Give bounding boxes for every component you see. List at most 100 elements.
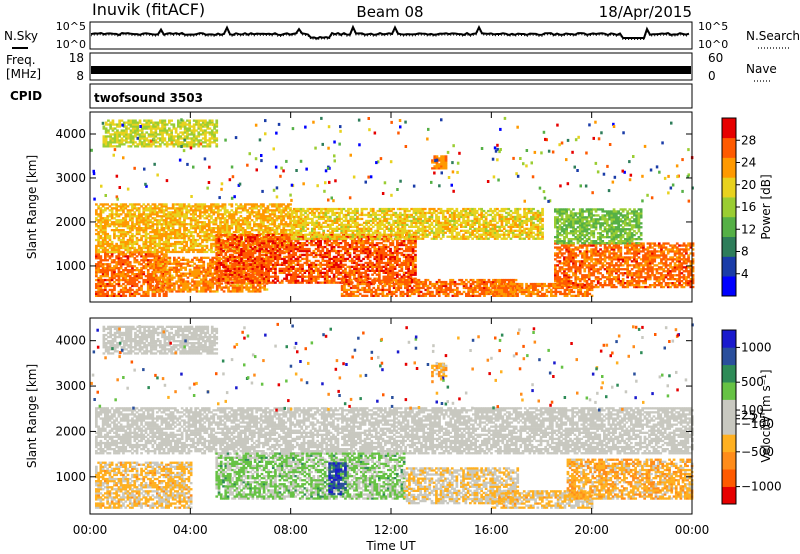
nsky-tick-top: 10^5 — [56, 20, 86, 33]
heatmap-cell — [149, 219, 152, 221]
heatmap-cell — [142, 247, 145, 249]
heatmap-cell — [183, 239, 186, 241]
heatmap-cell — [147, 213, 150, 215]
heatmap-cell — [100, 287, 103, 289]
heatmap-cell — [260, 227, 263, 229]
heatmap-cell — [127, 239, 130, 241]
heatmap-cell — [113, 237, 116, 239]
heatmap-cell — [111, 279, 114, 281]
heatmap-cell — [154, 207, 157, 209]
heatmap-cell — [115, 295, 118, 297]
heatmap-cell — [158, 221, 161, 223]
heatmap-cell — [246, 219, 249, 221]
heatmap-cell — [133, 227, 136, 229]
heatmap-cell — [228, 203, 231, 205]
heatmap-cell — [102, 291, 105, 293]
heatmap-cell — [251, 227, 254, 229]
heatmap-cell — [212, 245, 215, 247]
heatmap-cell — [185, 227, 188, 229]
heatmap-cell — [100, 237, 103, 239]
heatmap-cell — [273, 221, 276, 223]
heatmap-cell — [163, 203, 166, 205]
heatmap-cell — [228, 229, 231, 231]
heatmap-cell — [154, 293, 157, 295]
heatmap-cell — [106, 275, 109, 277]
heatmap-cell — [194, 249, 197, 251]
heatmap-cell — [127, 265, 130, 267]
heatmap-cell — [149, 281, 152, 283]
nsearch-label: N.Search — [746, 29, 800, 43]
heatmap-cell — [224, 203, 227, 205]
heatmap-cell — [111, 269, 114, 271]
heatmap-cell — [203, 221, 206, 223]
heatmap-cell — [122, 273, 125, 275]
heatmap-cell — [170, 231, 173, 233]
heatmap-cell — [210, 245, 213, 247]
heatmap-cell — [115, 265, 118, 267]
heatmap-cell — [269, 231, 272, 233]
heatmap-cell — [147, 217, 150, 219]
heatmap-cell — [217, 227, 220, 229]
heatmap-cell — [131, 283, 134, 285]
heatmap-cell — [183, 219, 186, 221]
heatmap-cell — [271, 227, 274, 229]
heatmap-cell — [127, 205, 130, 207]
heatmap-cell — [210, 215, 213, 217]
heatmap-cell — [201, 241, 204, 243]
heatmap-cell — [190, 209, 193, 211]
heatmap-cell — [167, 249, 170, 251]
heatmap-cell — [122, 217, 125, 219]
heatmap-cell — [104, 209, 107, 211]
heatmap-cell — [120, 245, 123, 247]
heatmap-cell — [212, 221, 215, 223]
heatmap-cell — [142, 207, 145, 209]
heatmap-cell — [106, 215, 109, 217]
heatmap-cell — [161, 239, 164, 241]
heatmap-cell — [133, 283, 136, 285]
heatmap-cell — [188, 229, 191, 231]
heatmap-cell — [120, 265, 123, 267]
heatmap-cell — [258, 209, 261, 211]
heatmap-cell — [158, 231, 161, 233]
heatmap-cell — [185, 217, 188, 219]
heatmap-cell — [120, 251, 123, 253]
heatmap-cell — [115, 219, 118, 221]
heatmap-cell — [142, 221, 145, 223]
heatmap-cell — [147, 271, 150, 273]
heatmap-cell — [140, 263, 143, 265]
heatmap-cell — [122, 253, 125, 255]
heatmap-cell — [154, 245, 157, 247]
heatmap-cell — [111, 221, 114, 223]
heatmap-cell — [179, 221, 182, 223]
heatmap-cell — [210, 217, 213, 219]
heatmap-cell — [104, 229, 107, 231]
heatmap-cell — [120, 271, 123, 273]
heatmap-cell — [106, 217, 109, 219]
heatmap-cell — [147, 233, 150, 235]
heatmap-cell — [100, 275, 103, 277]
heatmap-cell — [131, 219, 134, 221]
heatmap-cell — [120, 203, 123, 205]
heatmap-cell — [228, 227, 231, 229]
heatmap-cell — [100, 269, 103, 271]
heatmap-cell — [255, 217, 258, 219]
heatmap-cell — [197, 245, 200, 247]
heatmap-cell — [115, 223, 118, 225]
heatmap-cell — [147, 219, 150, 221]
heatmap-cell — [181, 249, 184, 251]
heatmap-cell — [131, 265, 134, 267]
heatmap-cell — [206, 215, 209, 217]
heatmap-cell — [208, 223, 211, 225]
heatmap-cell — [158, 215, 161, 217]
heatmap-cell — [163, 227, 166, 229]
heatmap-cell — [185, 251, 188, 253]
heatmap-cell — [133, 261, 136, 263]
heatmap-cell — [113, 269, 116, 271]
heatmap-cell — [138, 271, 141, 273]
heatmap-cell — [170, 213, 173, 215]
heatmap-cell — [154, 251, 157, 253]
heatmap-cell — [127, 271, 130, 273]
heatmap-cell — [142, 203, 145, 205]
heatmap-cell — [181, 241, 184, 243]
heatmap-cell — [246, 209, 249, 211]
